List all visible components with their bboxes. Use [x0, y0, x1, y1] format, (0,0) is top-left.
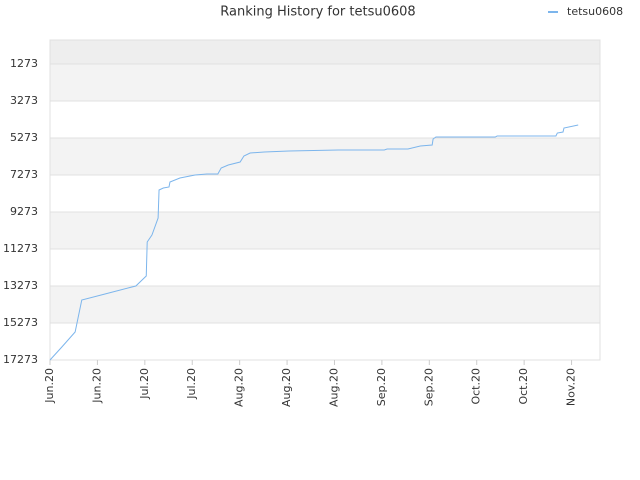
x-tick-label: Oct.20 — [517, 368, 530, 405]
x-tick-label: Aug.20 — [280, 368, 293, 407]
y-tick-label: 7273 — [10, 168, 38, 181]
y-tick-label: 13273 — [3, 279, 38, 292]
plot-band — [50, 285, 600, 323]
x-tick-label: Sep.20 — [422, 368, 435, 406]
x-tick-label: Aug.20 — [327, 368, 340, 407]
legend-label: tetsu0608 — [567, 5, 623, 18]
y-tick-label: 3273 — [10, 94, 38, 107]
chart-title: Ranking History for tetsu0608 — [220, 5, 415, 20]
y-tick-label: 15273 — [3, 316, 38, 329]
plot-band — [50, 63, 600, 101]
y-tick-label: 11273 — [3, 242, 38, 255]
x-tick-label: Jun.20 — [43, 368, 56, 404]
x-tick-label: Jun.20 — [90, 368, 103, 404]
data-line — [49, 124, 579, 361]
plot-band — [50, 137, 600, 175]
x-tick-label: Nov.20 — [565, 368, 578, 406]
x-tick-label: Oct.20 — [470, 368, 483, 405]
plot-band — [50, 248, 600, 286]
x-tick-label: Jul.20 — [138, 368, 151, 400]
y-tick-label: 9273 — [10, 205, 38, 218]
plot-band — [50, 322, 600, 360]
plot-border — [49, 39, 601, 361]
x-tick-label: Jul.20 — [185, 368, 198, 400]
x-tick-label: Aug.20 — [233, 368, 246, 407]
y-tick-label: 1273 — [10, 57, 38, 70]
plot-band — [50, 211, 600, 249]
y-tick-label: 17273 — [3, 353, 38, 366]
plot-band — [50, 100, 600, 138]
x-tick-label: Sep.20 — [375, 368, 388, 406]
plot-band — [50, 40, 600, 64]
plot-band — [50, 174, 600, 212]
y-tick-label: 5273 — [10, 131, 38, 144]
